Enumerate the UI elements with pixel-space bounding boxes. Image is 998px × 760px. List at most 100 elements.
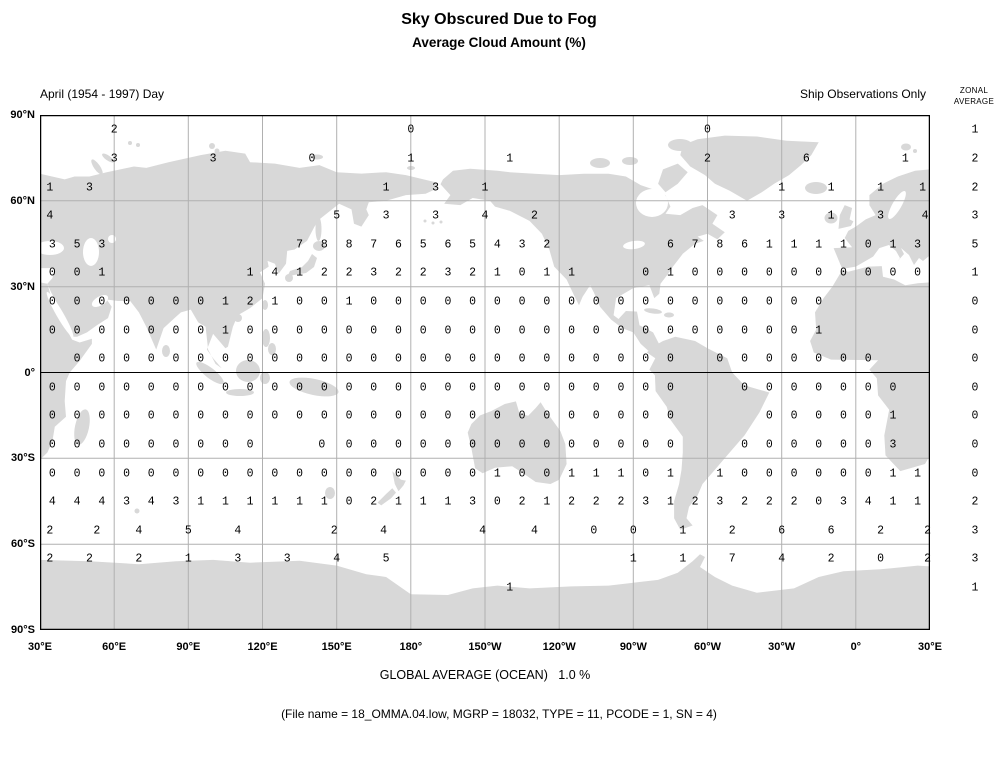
grid-value: 7 xyxy=(370,238,378,252)
grid-value: 0 xyxy=(741,266,749,280)
grid-value: 3 xyxy=(85,181,93,195)
grid-value: 0 xyxy=(666,295,674,309)
grid-value: 0 xyxy=(98,295,106,309)
grid-value: 0 xyxy=(419,295,427,309)
grid-value: 0 xyxy=(73,381,81,395)
grid-value: 1 xyxy=(901,152,909,166)
grid-value: 0 xyxy=(864,238,872,252)
grid-value: 0 xyxy=(592,295,600,309)
grid-value: 0 xyxy=(419,467,427,481)
grid-value: 2 xyxy=(110,123,118,137)
inland-seas-layer xyxy=(40,189,906,338)
grid-value: 0 xyxy=(469,324,477,338)
grid-value: 2 xyxy=(728,524,736,538)
sea-baltic xyxy=(888,190,906,220)
lon-tick-label: 60°E xyxy=(102,641,127,653)
grid-value: 0 xyxy=(246,409,254,423)
grid-value: 0 xyxy=(147,381,155,395)
grid-value: 3 xyxy=(778,209,786,223)
grid-value: 0 xyxy=(543,324,551,338)
grid-value: 1 xyxy=(778,181,786,195)
land-aleutian-1 xyxy=(423,219,427,223)
grid-value: 0 xyxy=(765,352,773,366)
zonal-average-value: 0 xyxy=(971,352,979,366)
grid-value: 2 xyxy=(827,552,835,566)
grid-value: 0 xyxy=(592,352,600,366)
zonal-average-value: 1 xyxy=(971,123,979,137)
grid-value: 0 xyxy=(296,381,304,395)
grid-value: 1 xyxy=(666,495,674,509)
lon-tick-label: 180° xyxy=(399,641,423,653)
grid-value: 4 xyxy=(380,524,388,538)
grid-value: 0 xyxy=(741,381,749,395)
grid-value: 1 xyxy=(246,495,254,509)
grid-value: 5 xyxy=(419,238,427,252)
grid-value: 0 xyxy=(246,324,254,338)
grid-value: 0 xyxy=(444,438,452,452)
grid-value: 0 xyxy=(197,352,205,366)
grid-value: 0 xyxy=(790,295,798,309)
grid-value: 3 xyxy=(172,495,180,509)
grid-value: 1 xyxy=(296,266,304,280)
grid-value: 0 xyxy=(197,295,205,309)
grid-value: 0 xyxy=(493,438,501,452)
land-baffin-island xyxy=(658,163,688,193)
grid-value: 0 xyxy=(419,381,427,395)
grid-value: 2 xyxy=(246,295,254,309)
grid-value: 0 xyxy=(345,495,353,509)
land-australia xyxy=(467,401,567,484)
grid-value: 0 xyxy=(543,352,551,366)
grid-value: 0 xyxy=(666,381,674,395)
grid-value: 3 xyxy=(48,238,56,252)
grid-value: 0 xyxy=(765,324,773,338)
grid-value: 2 xyxy=(518,495,526,509)
grid-value: 6 xyxy=(827,524,835,538)
grid-value: 0 xyxy=(469,381,477,395)
zonal-average-value: 0 xyxy=(971,324,979,338)
grid-value: 0 xyxy=(271,324,279,338)
grid-value: 0 xyxy=(590,524,598,538)
grid-value: 0 xyxy=(345,409,353,423)
grid-value: 0 xyxy=(518,352,526,366)
land-sakhalin xyxy=(315,217,322,241)
grid-value: 2 xyxy=(704,152,711,166)
lon-tick-label: 30°W xyxy=(768,641,796,653)
grid-value: 0 xyxy=(395,438,402,452)
grid-value: 0 xyxy=(815,266,823,280)
grid-value: 7 xyxy=(691,238,699,252)
grid-value: 0 xyxy=(221,438,229,452)
grid-value: 0 xyxy=(197,438,205,452)
land-south-america xyxy=(646,336,770,530)
grid-value: 0 xyxy=(864,381,872,395)
grid-value: 1 xyxy=(889,495,897,509)
grid-value: 0 xyxy=(370,409,378,423)
grid-value: 0 xyxy=(395,381,402,395)
grid-value: 2 xyxy=(568,495,575,509)
grid-value: 0 xyxy=(147,295,155,309)
grid-value: 3 xyxy=(444,266,452,280)
land-new-zealand-north xyxy=(392,471,406,492)
grid-value: 0 xyxy=(592,438,600,452)
file-info-label: (File name = 18_OMMA.04.low, MGRP = 1803… xyxy=(281,707,717,721)
grid-value: 0 xyxy=(246,352,254,366)
grid-value: 0 xyxy=(790,438,798,452)
global-average-label: GLOBAL AVERAGE (OCEAN) 1.0 % xyxy=(379,668,591,682)
grid-value: 2 xyxy=(320,266,328,280)
zonal-average-header: ZONAL AVERAGE xyxy=(950,85,998,107)
grid-value: 0 xyxy=(815,352,823,366)
grid-value: 4 xyxy=(921,209,929,223)
grid-value: 0 xyxy=(815,295,823,309)
grid-value: 0 xyxy=(345,324,353,338)
grid-value: 0 xyxy=(73,295,81,309)
grid-value: 0 xyxy=(493,352,501,366)
grid-value: 4 xyxy=(135,524,143,538)
grid-value: 2 xyxy=(877,524,884,538)
grid-value: 0 xyxy=(73,438,81,452)
land-tasmania xyxy=(325,487,335,499)
grid-value: 0 xyxy=(864,266,872,280)
grid-value: 6 xyxy=(395,238,402,252)
grid-value: 0 xyxy=(197,409,205,423)
sea-great-lakes xyxy=(623,240,645,250)
land-ireland xyxy=(824,212,838,224)
land-iceland xyxy=(805,182,827,194)
